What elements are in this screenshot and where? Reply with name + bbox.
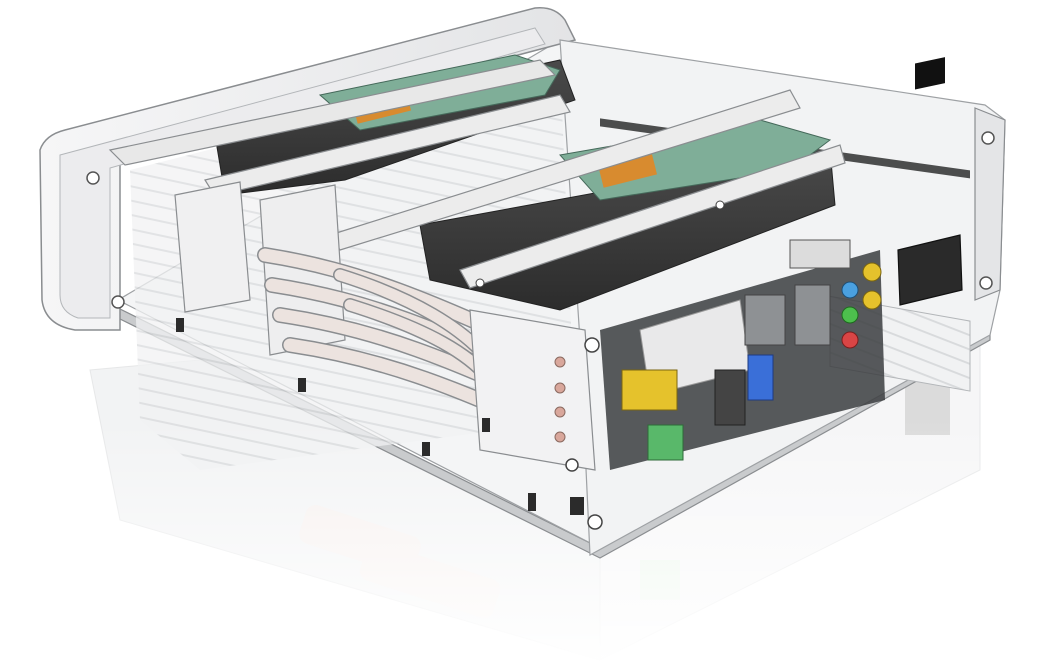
display-port xyxy=(789,239,851,269)
antenna-connector xyxy=(862,262,882,282)
bracket-bar xyxy=(108,59,557,166)
ps2-port-yellow xyxy=(621,369,678,411)
ethernet-port-icon xyxy=(794,284,831,346)
drive-bracket-rear xyxy=(108,54,576,197)
screw-icon xyxy=(475,278,485,288)
screw-icon xyxy=(111,295,125,309)
screw-icon xyxy=(86,171,100,185)
usb-port-icon xyxy=(714,369,746,426)
standoffs xyxy=(176,318,584,515)
screw-icon xyxy=(565,458,579,472)
power-inlet-icon xyxy=(897,57,963,306)
heatpipe-block-right xyxy=(469,309,603,530)
audio-jack-icon xyxy=(841,281,859,299)
motherboard-io xyxy=(600,239,885,470)
screw-icon xyxy=(981,131,995,145)
audio-jack-icon xyxy=(841,331,859,349)
screw-icon xyxy=(979,276,993,290)
screw-icon xyxy=(715,200,725,210)
screw-icon xyxy=(584,337,600,353)
usb-port-icon xyxy=(747,354,774,401)
audio-jack-icon xyxy=(841,306,859,324)
bracket-bar xyxy=(459,144,846,289)
antenna-connector xyxy=(862,290,882,310)
ethernet-port-icon xyxy=(744,294,786,346)
front-panel xyxy=(39,7,577,331)
ps2-port-green xyxy=(647,424,684,461)
screw-icon xyxy=(587,514,603,530)
